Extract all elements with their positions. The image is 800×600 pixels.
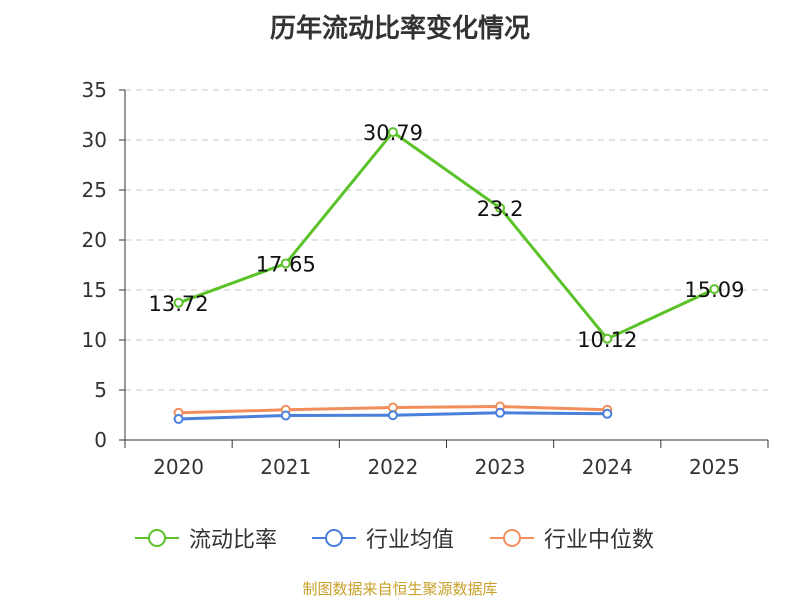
data-point <box>387 410 398 421</box>
data-point <box>495 203 506 213</box>
legend-marker-industry-mean-icon <box>312 529 356 547</box>
data-label: 23.2 <box>477 197 524 221</box>
series-line-0 <box>178 130 716 341</box>
data-point <box>280 410 291 421</box>
x-tick-label: 2024 <box>582 455 633 479</box>
legend-marker-industry-median-icon <box>490 529 534 547</box>
data-label: 17.65 <box>256 253 316 277</box>
chart-legend: 流动比率 行业均值 行业中位数 <box>0 520 800 556</box>
y-tick-label: 5 <box>94 378 107 402</box>
y-tick-label: 15 <box>82 278 107 302</box>
y-tick-label: 30 <box>82 128 107 152</box>
data-point <box>495 407 506 418</box>
data-point <box>280 258 291 269</box>
y-tick-label: 20 <box>82 228 107 252</box>
data-label: 10.12 <box>577 328 637 352</box>
y-tick-label: 0 <box>94 428 107 452</box>
x-tick-label: 2023 <box>475 455 526 479</box>
data-label: 30.79 <box>363 121 423 145</box>
chart-title: 历年流动比率变化情况 <box>269 14 530 44</box>
legend-label-current-ratio: 流动比率 <box>189 528 278 553</box>
data-point <box>173 414 184 424</box>
data-point <box>709 284 720 295</box>
x-tick-label: 2020 <box>153 455 204 479</box>
data-point <box>173 297 184 308</box>
legend-label-industry-mean: 行业均值 <box>366 528 455 553</box>
y-tick-label: 10 <box>82 328 107 352</box>
data-label: 15.09 <box>684 278 744 302</box>
legend-marker-current-ratio-icon <box>135 529 179 547</box>
legend-label-industry-median: 行业中位数 <box>544 528 655 553</box>
data-point <box>602 408 613 419</box>
legend-item-industry-median[interactable]: 行业中位数 <box>488 520 654 556</box>
x-tick-label: 2022 <box>367 455 418 479</box>
legend-item-current-ratio[interactable]: 流动比率 <box>133 520 277 556</box>
source-note: 制图数据来自恒生聚源数据库 <box>302 580 498 598</box>
x-tick-label: 2025 <box>689 455 740 479</box>
x-tick-label: 2021 <box>260 455 311 479</box>
y-tick-label: 35 <box>82 78 107 102</box>
data-label: 13.72 <box>149 292 209 316</box>
data-point <box>602 333 613 344</box>
legend-item-industry-mean[interactable]: 行业均值 <box>310 520 454 556</box>
data-point <box>387 127 398 138</box>
y-tick-label: 25 <box>82 178 107 202</box>
